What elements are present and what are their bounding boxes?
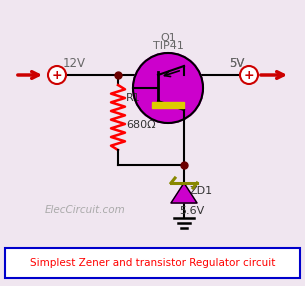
- Text: +: +: [244, 69, 254, 82]
- Circle shape: [240, 66, 258, 84]
- Text: R1: R1: [126, 93, 141, 103]
- Text: 5V: 5V: [229, 57, 244, 70]
- Circle shape: [133, 53, 203, 123]
- Text: 5V: 5V: [229, 57, 244, 70]
- Circle shape: [48, 66, 66, 84]
- Text: +: +: [52, 69, 62, 82]
- Text: TIP41: TIP41: [152, 41, 183, 51]
- Polygon shape: [171, 183, 197, 203]
- Text: ZD1: ZD1: [189, 186, 212, 196]
- Text: Simplest Zener and transistor Regulator circuit: Simplest Zener and transistor Regulator …: [30, 258, 275, 268]
- FancyBboxPatch shape: [5, 248, 300, 278]
- Text: Q1: Q1: [160, 33, 176, 43]
- Text: 5.6V: 5.6V: [179, 206, 204, 216]
- Text: 680Ω: 680Ω: [126, 120, 156, 130]
- Text: 12V: 12V: [63, 57, 86, 70]
- Bar: [152, 102, 184, 108]
- Text: ElecCircuit.com: ElecCircuit.com: [45, 205, 126, 215]
